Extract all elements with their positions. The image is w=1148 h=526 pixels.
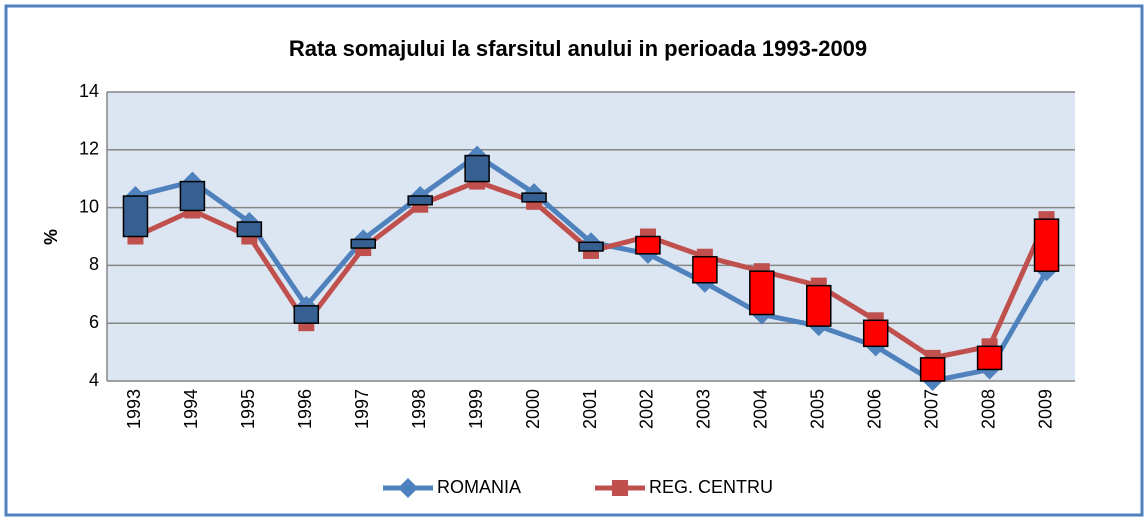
down-bar [578, 241, 604, 252]
legend-marker [398, 478, 418, 498]
up-bar [862, 319, 889, 348]
y-tick-label: 14 [79, 81, 99, 101]
up-bar [976, 345, 1003, 371]
x-tick-label: 2009 [1035, 389, 1055, 429]
legend-marker [612, 480, 629, 496]
x-tick-label: 2002 [637, 389, 657, 429]
legend-label: REG. CENTRU [649, 477, 773, 497]
down-bar [521, 192, 547, 203]
up-bar [635, 235, 661, 255]
y-tick-label: 12 [79, 139, 99, 159]
y-tick-label: 10 [79, 196, 99, 216]
x-tick-label: 1995 [238, 389, 258, 429]
x-tick-label: 2000 [523, 389, 543, 429]
x-tick-label: 1996 [295, 389, 315, 429]
chart-title: Rata somajului la sfarsitul anului in pe… [289, 36, 867, 61]
up-bar [749, 270, 775, 316]
down-bar [350, 238, 376, 249]
x-tick-label: 2005 [808, 389, 828, 429]
up-bar [1033, 218, 1060, 272]
up-bar [806, 284, 832, 327]
down-bar [122, 195, 149, 238]
down-bar [464, 154, 490, 183]
x-tick-label: 2006 [864, 389, 884, 429]
up-bar [692, 255, 718, 284]
x-tick-label: 1993 [124, 389, 144, 429]
x-tick-label: 1999 [466, 389, 486, 429]
down-bar [236, 221, 263, 238]
x-tick-label: 1998 [409, 389, 429, 429]
up-bar [919, 357, 946, 382]
x-tick-label: 1997 [352, 389, 372, 429]
y-tick-label: 8 [89, 254, 99, 274]
x-tick-label: 2007 [921, 389, 941, 429]
legend-label: ROMANIA [437, 477, 521, 497]
down-bar [179, 180, 206, 212]
down-bar [407, 195, 433, 206]
y-axis-label: % [41, 229, 61, 245]
x-tick-label: 2001 [580, 389, 600, 429]
x-tick-label: 2003 [694, 389, 714, 429]
y-tick-label: 4 [89, 370, 99, 390]
x-tick-label: 1994 [181, 389, 201, 429]
x-tick-label: 2004 [751, 389, 771, 429]
x-tick-label: 2008 [978, 389, 998, 429]
down-bar [293, 305, 320, 324]
y-tick-label: 6 [89, 312, 99, 332]
